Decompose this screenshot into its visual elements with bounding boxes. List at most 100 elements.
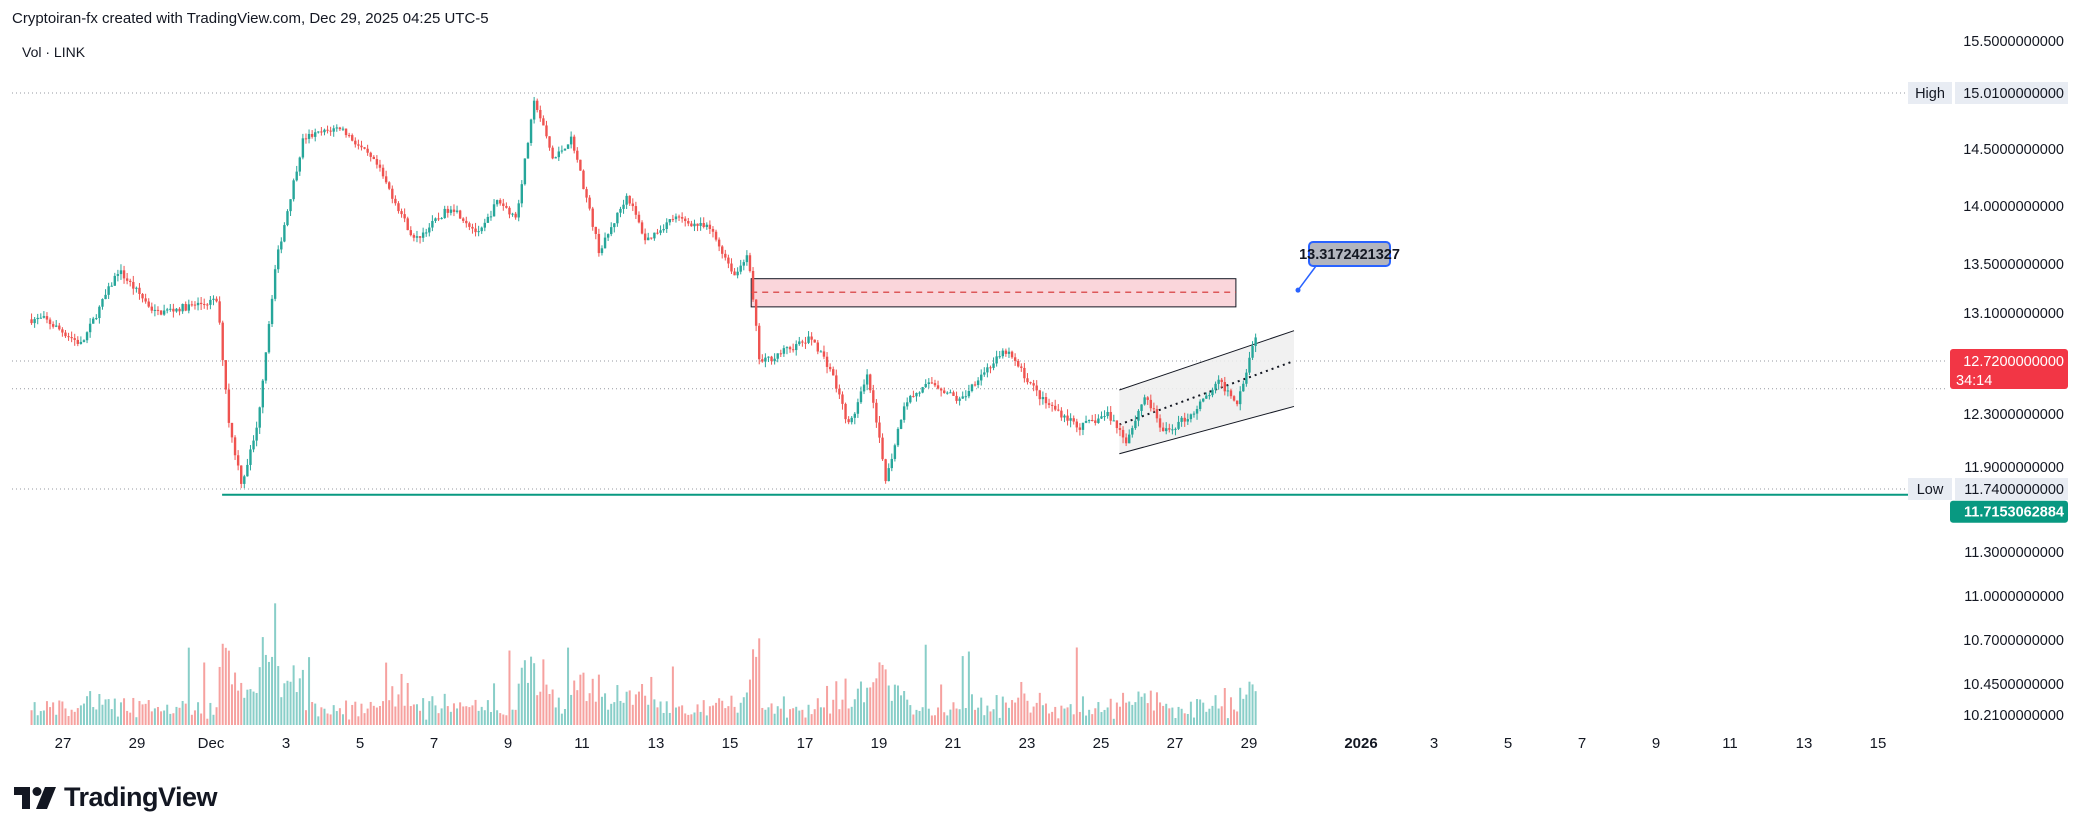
time-tick-label: 19 xyxy=(871,735,888,752)
candle-body xyxy=(1035,385,1038,391)
volume-label: Vol · LINK xyxy=(22,44,86,60)
time-tick-label: 25 xyxy=(1093,735,1110,752)
candle-body xyxy=(767,356,770,358)
volume-bar xyxy=(536,695,539,725)
last-price-tag xyxy=(1950,349,2068,389)
callout-anchor xyxy=(1295,287,1301,293)
volume-bar xyxy=(1057,718,1060,725)
candle-body xyxy=(523,158,527,185)
candle-body xyxy=(628,195,631,204)
candle-body xyxy=(930,382,934,384)
volume-bar xyxy=(573,680,576,725)
candle-body xyxy=(471,226,474,229)
volume-bar xyxy=(890,700,893,725)
volume-bar xyxy=(301,669,304,725)
volume-bar xyxy=(588,693,591,725)
candle-body xyxy=(650,237,653,239)
volume-bar xyxy=(681,705,684,725)
candle-body xyxy=(764,357,767,362)
candle-body xyxy=(625,195,628,205)
volume-bar xyxy=(70,709,73,725)
candle-body xyxy=(67,336,70,338)
candle-body xyxy=(1192,413,1196,415)
volume-bar xyxy=(348,719,351,725)
volume-bar xyxy=(477,710,480,725)
volume-bar xyxy=(283,683,286,725)
resistance-zone xyxy=(750,278,1237,308)
candle-body xyxy=(425,232,428,234)
volume-bar xyxy=(317,716,320,725)
candle-body xyxy=(1001,350,1004,357)
last-price-value: 12.7200000000 xyxy=(1963,354,2064,370)
candle-body xyxy=(1189,414,1193,420)
candle-body xyxy=(674,216,678,220)
volume-bar xyxy=(212,714,215,725)
candle-body xyxy=(391,188,394,199)
candle-body xyxy=(924,384,927,388)
candle-body xyxy=(178,308,181,312)
volume-bars xyxy=(30,603,1257,725)
candle-body xyxy=(209,299,212,305)
volume-bar xyxy=(900,695,903,725)
volume-bar xyxy=(668,712,671,725)
candle-body xyxy=(320,131,323,133)
candle-body xyxy=(1118,428,1122,430)
volume-bar xyxy=(628,690,631,725)
volume-bar xyxy=(752,649,755,725)
price-tick-label: 12.3000000000 xyxy=(1963,407,2064,423)
candle-body xyxy=(804,342,807,344)
volume-bar xyxy=(801,709,804,725)
time-tick-label: 7 xyxy=(430,735,438,752)
volume-bar xyxy=(625,691,628,725)
candle-body xyxy=(295,171,298,181)
volume-bar xyxy=(576,690,579,725)
candle-body xyxy=(736,271,739,276)
candle-body xyxy=(1072,418,1075,422)
volume-bar xyxy=(1165,703,1168,725)
volume-bar xyxy=(493,683,496,725)
volume-bar xyxy=(341,714,344,725)
candle-body xyxy=(761,359,764,362)
volume-bar xyxy=(190,714,193,725)
candle-body xyxy=(1235,400,1239,405)
volume-bar xyxy=(363,713,366,725)
candle-body xyxy=(825,356,829,367)
volume-bar xyxy=(357,716,360,725)
candle-body xyxy=(551,147,554,159)
volume-bar xyxy=(570,694,573,725)
candle-body xyxy=(486,216,490,223)
time-tick-label: 23 xyxy=(1019,735,1036,752)
volume-bar xyxy=(1063,708,1066,725)
volume-bar xyxy=(175,706,178,725)
candle-body xyxy=(1242,383,1245,392)
candle-body xyxy=(791,349,795,351)
volume-bar xyxy=(1066,707,1069,725)
candle-body xyxy=(1131,428,1134,435)
candle-body xyxy=(1097,418,1100,423)
volume-bar xyxy=(585,701,588,725)
candle-body xyxy=(381,167,385,177)
candle-body xyxy=(1081,422,1085,430)
volume-bar xyxy=(206,718,209,725)
volume-bar xyxy=(360,703,363,725)
time-tick-label: 5 xyxy=(1504,735,1512,752)
volume-bar xyxy=(1072,714,1075,725)
tradingview-logo[interactable]: TradingView xyxy=(14,782,218,813)
volume-bar xyxy=(1159,702,1162,725)
volume-bar xyxy=(326,713,329,725)
candle-body xyxy=(1038,390,1041,400)
candle-body xyxy=(42,316,46,318)
candle-body xyxy=(505,205,508,208)
volume-bar xyxy=(748,679,751,725)
candle-body xyxy=(844,403,847,420)
volume-bar xyxy=(1094,708,1097,725)
candle-body xyxy=(129,280,132,282)
candle-body xyxy=(702,223,705,227)
volume-bar xyxy=(970,694,973,725)
candle-body xyxy=(986,367,989,373)
candle-body xyxy=(721,246,724,254)
volume-bar xyxy=(468,707,471,725)
candle-body xyxy=(107,286,110,295)
candle-body xyxy=(943,390,946,393)
